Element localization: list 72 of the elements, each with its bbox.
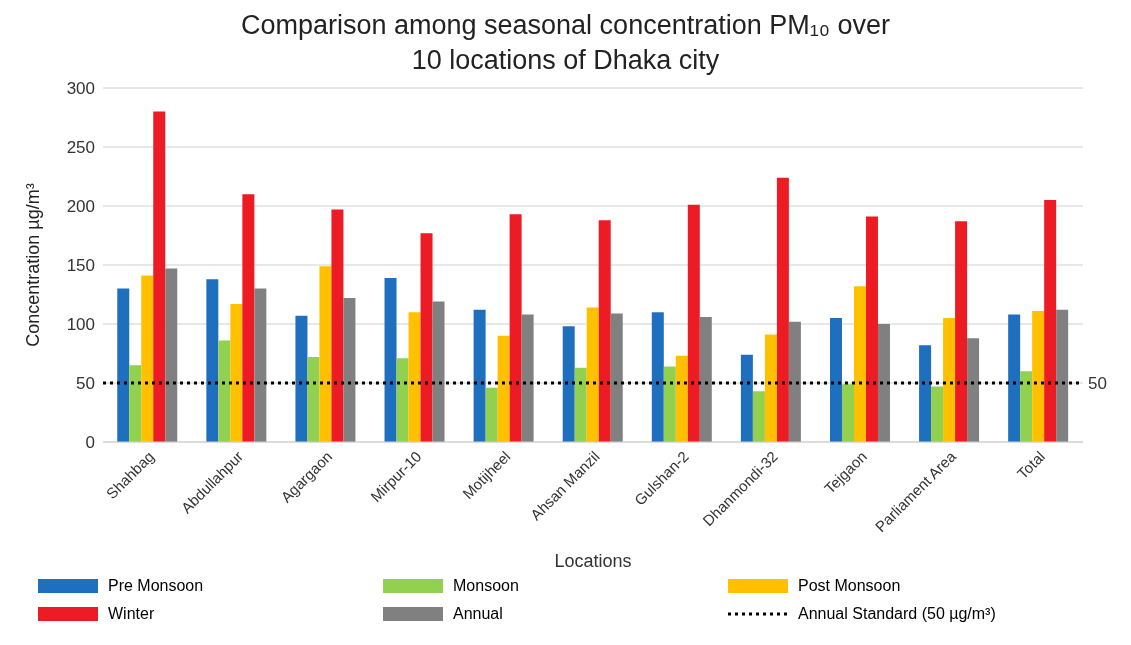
bar bbox=[129, 365, 142, 443]
bar bbox=[574, 367, 587, 443]
bar bbox=[218, 340, 231, 443]
legend-label: Pre Monsoon bbox=[108, 577, 204, 596]
x-axis-title: Locations bbox=[554, 551, 632, 572]
legend-label: Annual Standard (50 µg/m³) bbox=[798, 605, 996, 624]
bar bbox=[865, 216, 878, 443]
bar bbox=[331, 209, 344, 443]
legend-label: Monsoon bbox=[453, 577, 519, 596]
bar bbox=[675, 356, 688, 443]
legend-label: Winter bbox=[108, 605, 155, 624]
bar bbox=[562, 326, 575, 443]
bar bbox=[1056, 310, 1069, 443]
bar bbox=[598, 220, 611, 443]
legend-label: Post Monsoon bbox=[798, 577, 901, 596]
bar bbox=[420, 233, 433, 443]
y-tick-label: 200 bbox=[66, 197, 95, 217]
chart-title: Comparison among seasonal concentration PM₁₀ over 10 locations of Dhaka city bbox=[239, 9, 892, 78]
bar bbox=[764, 334, 777, 443]
y-tick-label: 300 bbox=[66, 79, 95, 99]
bar bbox=[829, 318, 842, 443]
bar bbox=[165, 268, 178, 443]
bar bbox=[919, 345, 932, 443]
bar bbox=[343, 298, 356, 443]
bar bbox=[663, 366, 676, 443]
bar bbox=[586, 307, 599, 443]
y-tick-label: 100 bbox=[66, 315, 95, 335]
bar bbox=[610, 313, 623, 443]
bar bbox=[967, 338, 980, 443]
bar bbox=[931, 386, 944, 443]
bar bbox=[788, 321, 801, 443]
bar bbox=[384, 278, 397, 443]
bar bbox=[877, 324, 890, 443]
bar bbox=[955, 221, 968, 443]
y-tick-label: 50 bbox=[76, 374, 95, 394]
y-tick-label: 250 bbox=[66, 138, 95, 158]
bar bbox=[141, 275, 154, 443]
bar bbox=[117, 288, 130, 443]
bar bbox=[396, 358, 409, 443]
y-tick-label: 0 bbox=[85, 433, 95, 453]
bar bbox=[752, 391, 765, 443]
bar bbox=[319, 266, 332, 443]
bar bbox=[307, 357, 320, 443]
y-axis-title: Concentration µg/m³ bbox=[23, 183, 44, 347]
legend-label: Annual bbox=[453, 605, 503, 624]
bar bbox=[1044, 200, 1057, 443]
bar bbox=[408, 312, 421, 443]
y-tick-label: 150 bbox=[66, 256, 95, 276]
bar bbox=[687, 205, 700, 443]
bar bbox=[206, 279, 219, 443]
bar bbox=[485, 387, 498, 443]
bar bbox=[509, 214, 522, 443]
bar bbox=[497, 335, 510, 443]
bar bbox=[473, 310, 486, 443]
bar bbox=[1020, 371, 1033, 443]
bar bbox=[1008, 314, 1021, 443]
bar bbox=[699, 317, 712, 443]
bar bbox=[242, 194, 255, 443]
bar bbox=[153, 111, 166, 443]
bar bbox=[432, 301, 445, 443]
bar bbox=[776, 177, 789, 443]
bar bbox=[254, 288, 267, 443]
bar bbox=[651, 312, 664, 443]
bar bbox=[1032, 311, 1045, 443]
bar bbox=[740, 354, 753, 443]
bar bbox=[853, 286, 866, 443]
text: 50 bbox=[1088, 374, 1107, 394]
bar bbox=[521, 314, 534, 443]
bar bbox=[295, 315, 308, 443]
bar bbox=[230, 304, 243, 443]
bar bbox=[841, 384, 854, 443]
bar bbox=[943, 318, 956, 443]
